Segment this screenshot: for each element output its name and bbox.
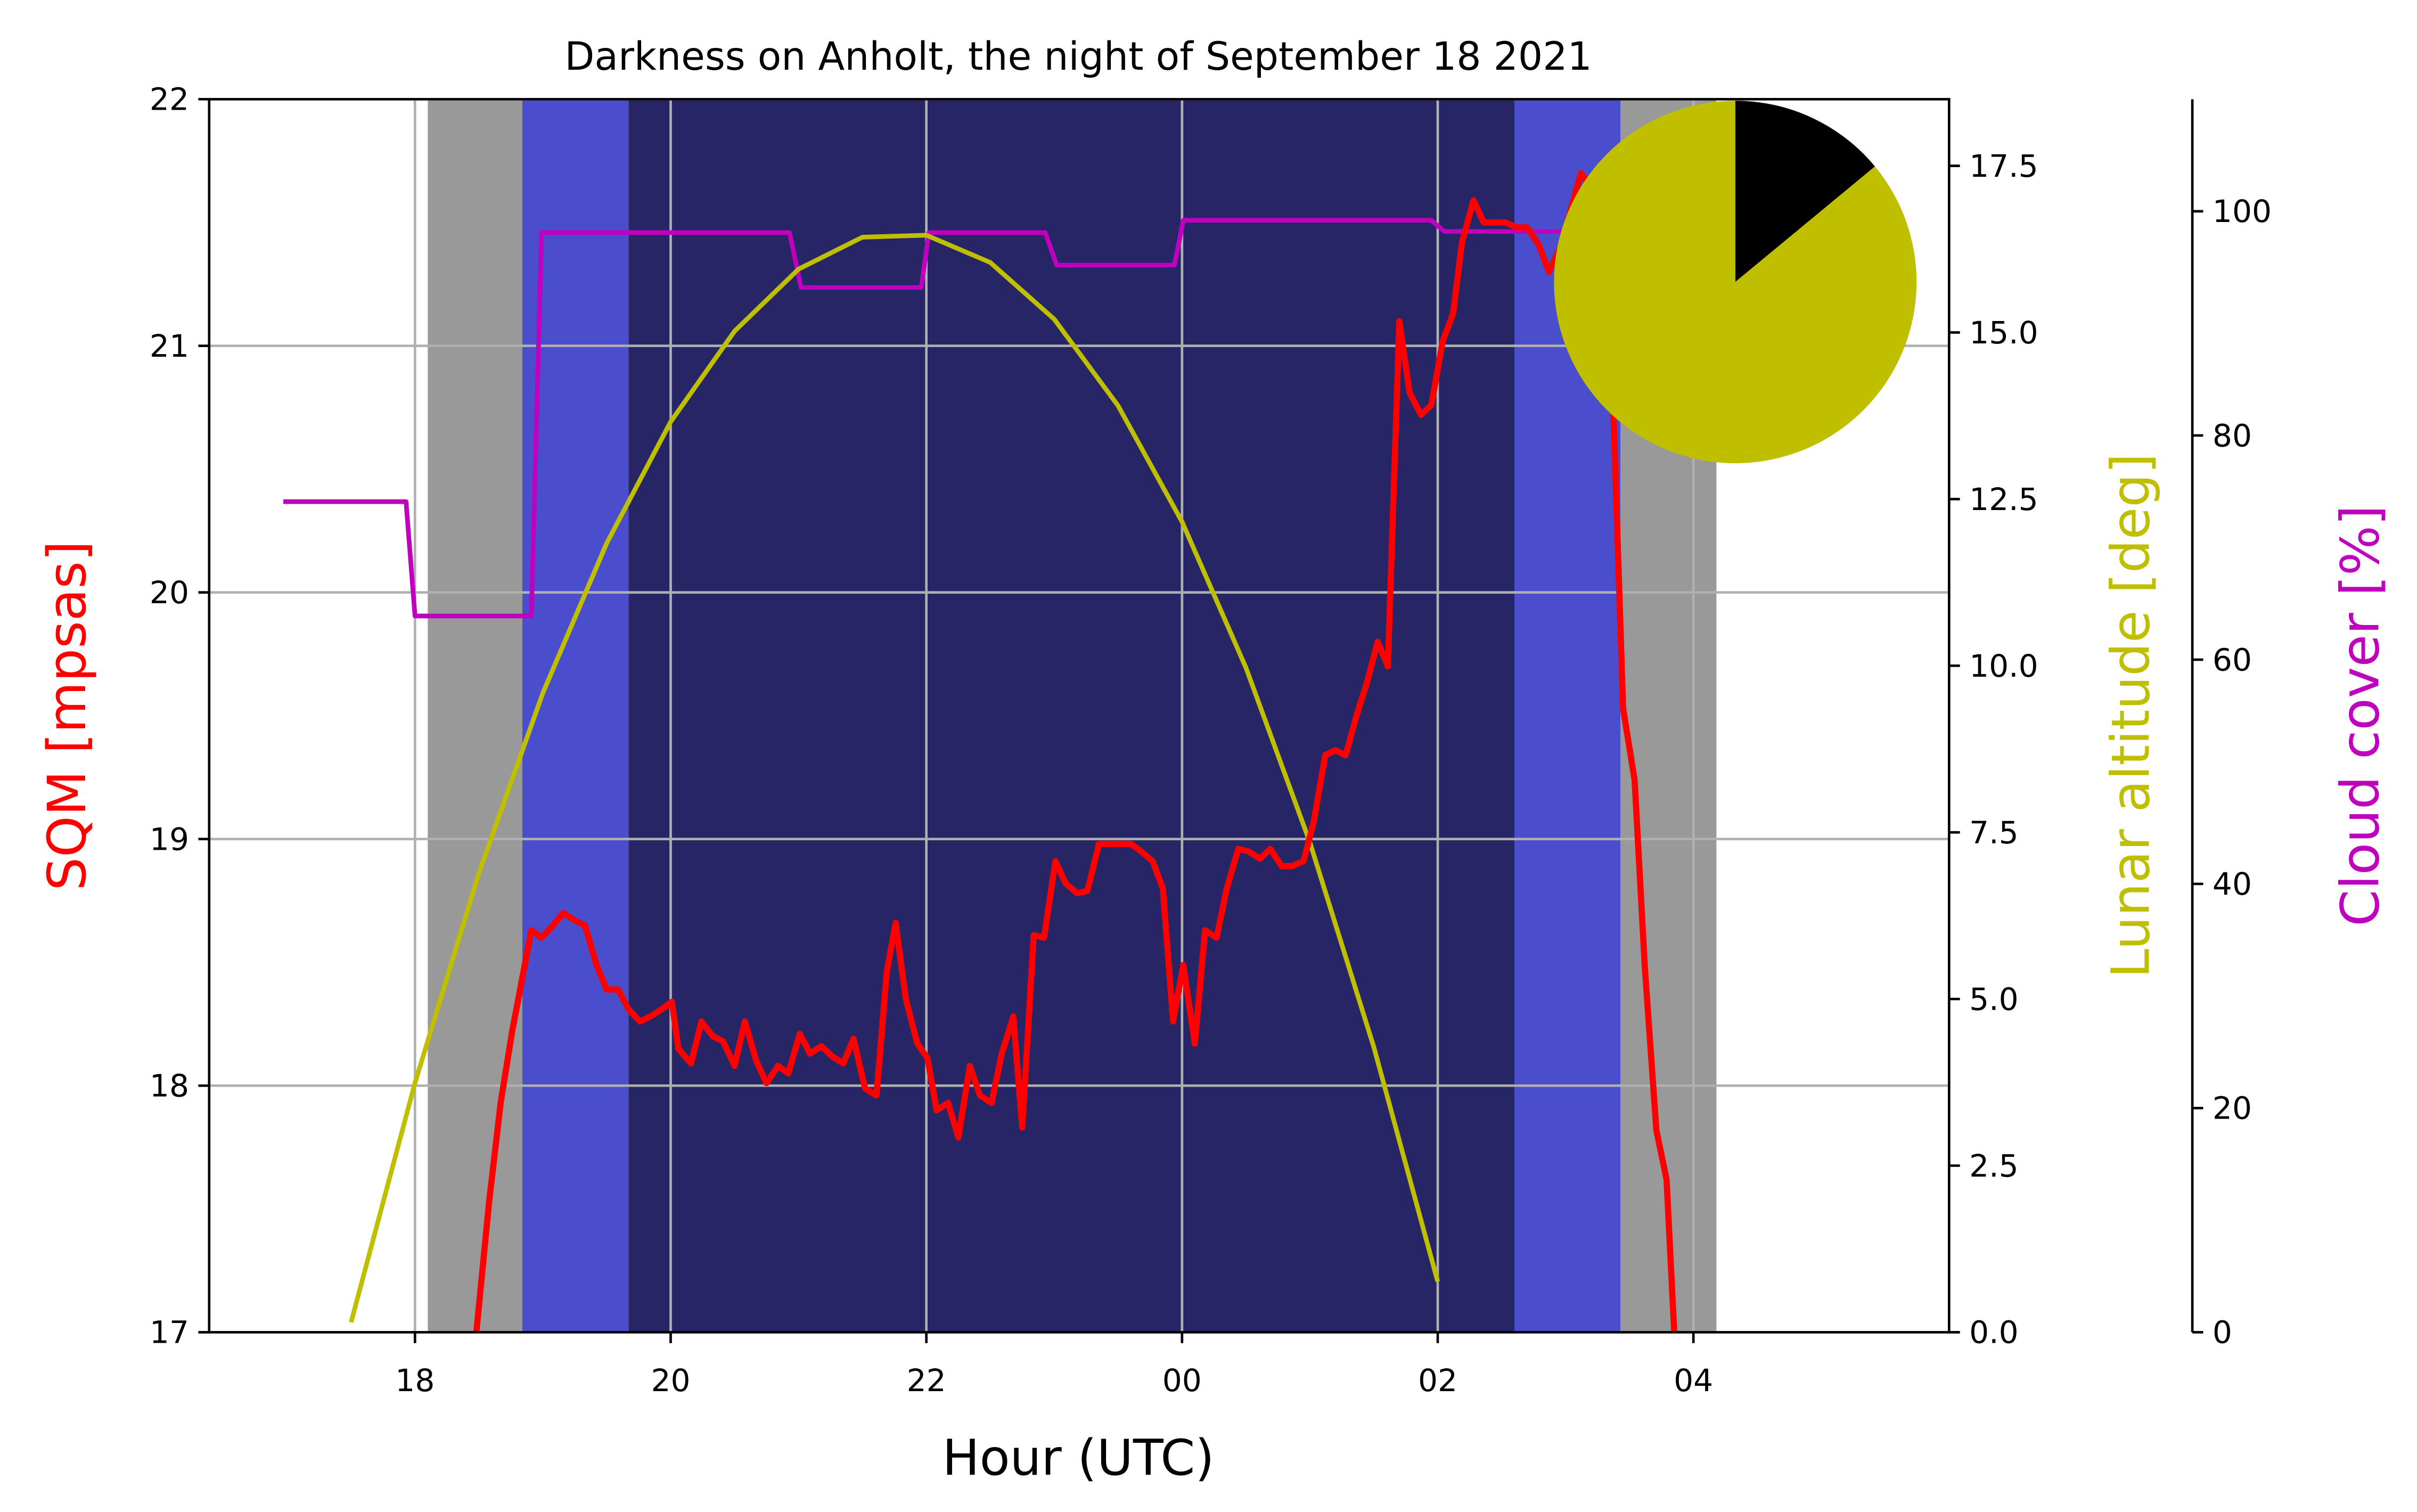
y-tick-label: 18 <box>150 1068 189 1104</box>
y2-axis-label: Lunar altitude [deg] <box>2101 453 2162 978</box>
y2-tick-label: 15.0 <box>1969 315 2038 351</box>
y-tick-label: 22 <box>150 81 189 118</box>
x-tick-label: 20 <box>651 1362 690 1399</box>
y3-tick-label: 40 <box>2213 866 2252 902</box>
y2-tick-label: 12.5 <box>1969 481 2038 517</box>
y3-tick-label: 80 <box>2213 417 2252 454</box>
x-tick-label: 02 <box>1418 1362 1457 1399</box>
y-tick-label: 20 <box>150 574 189 611</box>
x-axis-label: Hour (UTC) <box>943 1429 1215 1486</box>
y3-tick-label: 60 <box>2213 642 2252 678</box>
y3-tick-label: 20 <box>2213 1090 2252 1127</box>
x-tick-label: 22 <box>907 1362 946 1399</box>
y2-tick-label: 0.0 <box>1969 1314 2019 1351</box>
twilight-band <box>628 99 1515 1333</box>
series-line <box>473 170 1677 1333</box>
x-tick-label: 04 <box>1674 1362 1713 1399</box>
y-tick-label: 17 <box>150 1314 189 1351</box>
plot-frame <box>208 97 1951 1334</box>
series-line <box>283 218 1566 619</box>
y2-tick-label: 5.0 <box>1969 981 2019 1017</box>
y-tick-label: 19 <box>150 821 189 857</box>
pie-slice <box>1554 101 1917 464</box>
y-axis-label: SQM [mpsas] <box>37 541 98 891</box>
series-line <box>349 233 1440 1323</box>
plot-foreground: 18 20 22 00 02 04 17 18 19 20 21 22 0.0 2.5 5.0 7.5 10.0… <box>150 81 2272 1399</box>
x-tick-label: 00 <box>1162 1362 1202 1399</box>
x-tick-label: 18 <box>395 1362 435 1399</box>
y2-tick-label: 17.5 <box>1969 148 2038 184</box>
pie-slice <box>1735 101 1875 282</box>
y2-tick-label: 7.5 <box>1969 815 2019 851</box>
y2-tick-label: 10.0 <box>1969 648 2038 684</box>
chart-title: Darkness on Anholt, the night of Septemb… <box>564 34 1592 79</box>
twilight-band <box>428 99 522 1333</box>
y3-axis-label: Cloud cover [%] <box>2330 505 2391 926</box>
y3-tick-label: 0 <box>2213 1314 2232 1351</box>
y3-tick-label: 100 <box>2213 193 2272 229</box>
y-tick-label: 21 <box>150 328 189 364</box>
y2-tick-label: 2.5 <box>1969 1148 2019 1184</box>
